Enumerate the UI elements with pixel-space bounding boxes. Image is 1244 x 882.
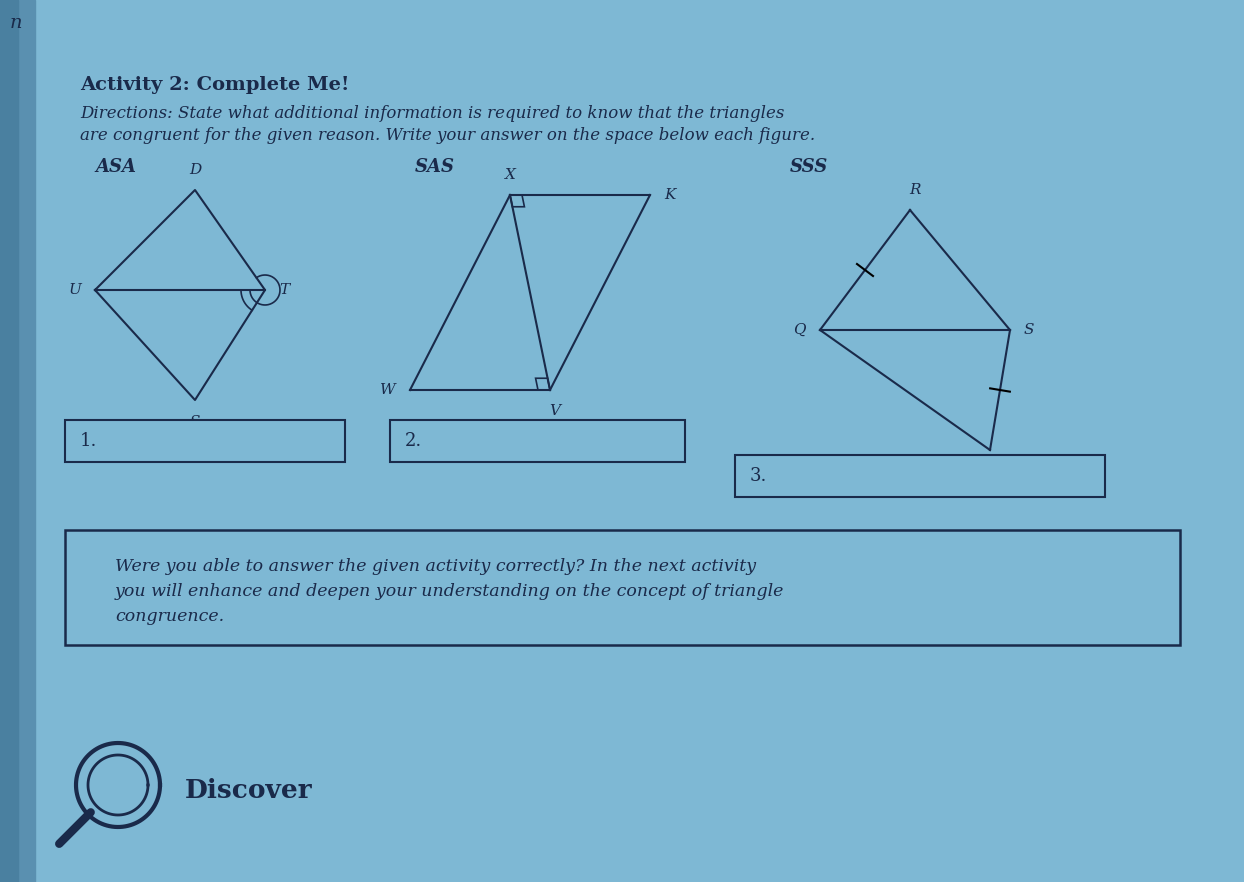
Text: K: K [664,188,675,202]
Text: S: S [1024,323,1035,337]
Text: T: T [279,283,289,297]
Text: you will enhance and deepen your understanding on the concept of triangle: you will enhance and deepen your underst… [114,583,785,600]
Text: D: D [189,163,202,177]
Text: W: W [381,383,396,397]
Text: X: X [505,168,515,182]
Text: S: S [190,415,200,429]
Text: R: R [909,183,921,197]
Text: 1.: 1. [80,432,97,450]
Text: SAS: SAS [415,158,455,176]
Text: n: n [10,14,22,32]
Bar [65,530,1181,645]
Text: V: V [550,404,561,418]
Bar [65,420,345,462]
Bar [391,420,685,462]
Circle shape [88,755,148,815]
Text: U: U [68,283,81,297]
Text: SSS: SSS [790,158,829,176]
Text: 3.: 3. [750,467,768,485]
Bar [735,455,1105,497]
Text: ASA: ASA [95,158,136,176]
Text: 2.: 2. [406,432,422,450]
Text: are congruent for the given reason. Write your answer on the space below each fi: are congruent for the given reason. Writ… [80,127,815,144]
Text: Directions: State what additional information is required to know that the trian: Directions: State what additional inform… [80,105,785,122]
Text: D: D [1004,455,1016,469]
Text: Were you able to answer the given activity correctly? In the next activity: Were you able to answer the given activi… [114,558,756,575]
Text: Activity 2: Complete Me!: Activity 2: Complete Me! [80,76,350,94]
Bar [0,0,17,882]
Bar [0,0,35,882]
Text: Discover: Discover [185,778,312,803]
Text: Q: Q [794,323,806,337]
Text: congruence.: congruence. [114,608,224,625]
